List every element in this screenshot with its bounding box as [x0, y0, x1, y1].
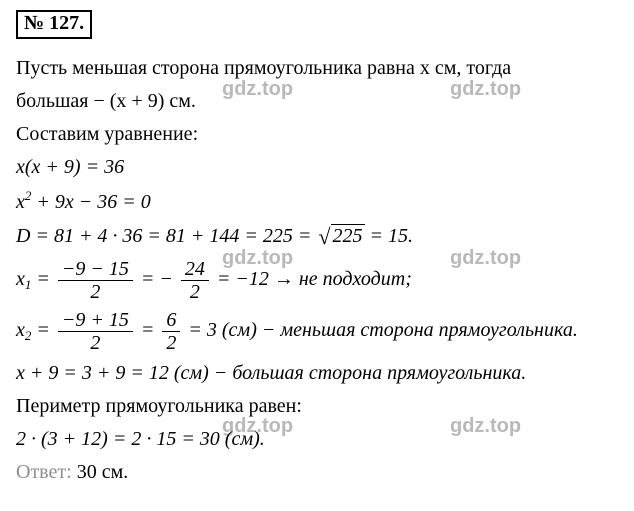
answer-line: Ответ: 30 см.: [16, 459, 618, 486]
discriminant-line: D = 81 + 4 · 36 = 81 + 144 = 225 = √225 …: [16, 222, 618, 252]
text: Пусть меньшая сторона прямоугольника рав…: [16, 57, 511, 79]
equation-1: x(x + 9) = 36: [16, 154, 618, 181]
equals: =: [36, 319, 55, 341]
subscript: 2: [25, 328, 32, 343]
subscript: 1: [25, 277, 32, 292]
text: D = 81 + 4 · 36 = 81 + 144 = 225 =: [16, 225, 316, 247]
text: 2 · (3 + 12) = 2 · 15 = 30 (см).: [16, 428, 265, 450]
text-line-3: Составим уравнение:: [16, 121, 618, 148]
text: x + 9 = 3 + 9 = 12 (см) − большая сторон…: [16, 362, 526, 384]
denominator: 2: [181, 281, 209, 303]
text-line-1: Пусть меньшая сторона прямоугольника рав…: [16, 55, 618, 82]
sqrt-sign-icon: √: [318, 224, 330, 249]
answer-value: 30 см.: [72, 461, 129, 483]
text: = 15.: [365, 225, 414, 247]
text: большая − (x + 9) см.: [16, 90, 196, 112]
answer-label: Ответ:: [16, 461, 72, 483]
problem-number: № 127.: [16, 10, 92, 39]
fraction: 6 2: [162, 309, 180, 354]
denominator: 2: [58, 281, 133, 303]
equation-2: x2 + 9x − 36 = 0: [16, 187, 618, 216]
x1-line: x1 = −9 − 15 2 = − 24 2 = −12 → не подхо…: [16, 258, 618, 303]
var-x: x: [16, 268, 25, 290]
sqrt: √225: [316, 222, 364, 252]
text: = 3 (см) − меньшая сторона прямоугольник…: [188, 319, 577, 341]
denominator: 2: [162, 332, 180, 354]
equals: =: [141, 319, 160, 341]
fraction: −9 + 15 2: [58, 309, 133, 354]
fraction: −9 − 15 2: [58, 258, 133, 303]
text: Составим уравнение:: [16, 123, 198, 145]
denominator: 2: [58, 332, 133, 354]
numerator: −9 + 15: [58, 309, 133, 332]
x2-line: x2 = −9 + 15 2 = 6 2 = 3 (см) − меньшая …: [16, 309, 618, 354]
sqrt-arg: 225: [331, 224, 365, 247]
numerator: −9 − 15: [58, 258, 133, 281]
text: x(x + 9) = 36: [16, 156, 124, 178]
var-x: x: [16, 319, 25, 341]
equals: = −: [141, 268, 178, 290]
sum-line: x + 9 = 3 + 9 = 12 (см) − большая сторон…: [16, 360, 618, 387]
text-line-2: большая − (x + 9) см.: [16, 88, 618, 115]
numerator: 6: [162, 309, 180, 332]
numerator: 24: [181, 258, 209, 281]
perimeter-calc: 2 · (3 + 12) = 2 · 15 = 30 (см).: [16, 426, 618, 453]
text: x: [16, 191, 25, 213]
text: = −12 → не подходит;: [217, 268, 412, 290]
equals: =: [36, 268, 55, 290]
text: Периметр прямоугольника равен:: [16, 395, 302, 417]
fraction: 24 2: [181, 258, 209, 303]
perimeter-label: Периметр прямоугольника равен:: [16, 393, 618, 420]
text: + 9x − 36 = 0: [31, 191, 150, 213]
